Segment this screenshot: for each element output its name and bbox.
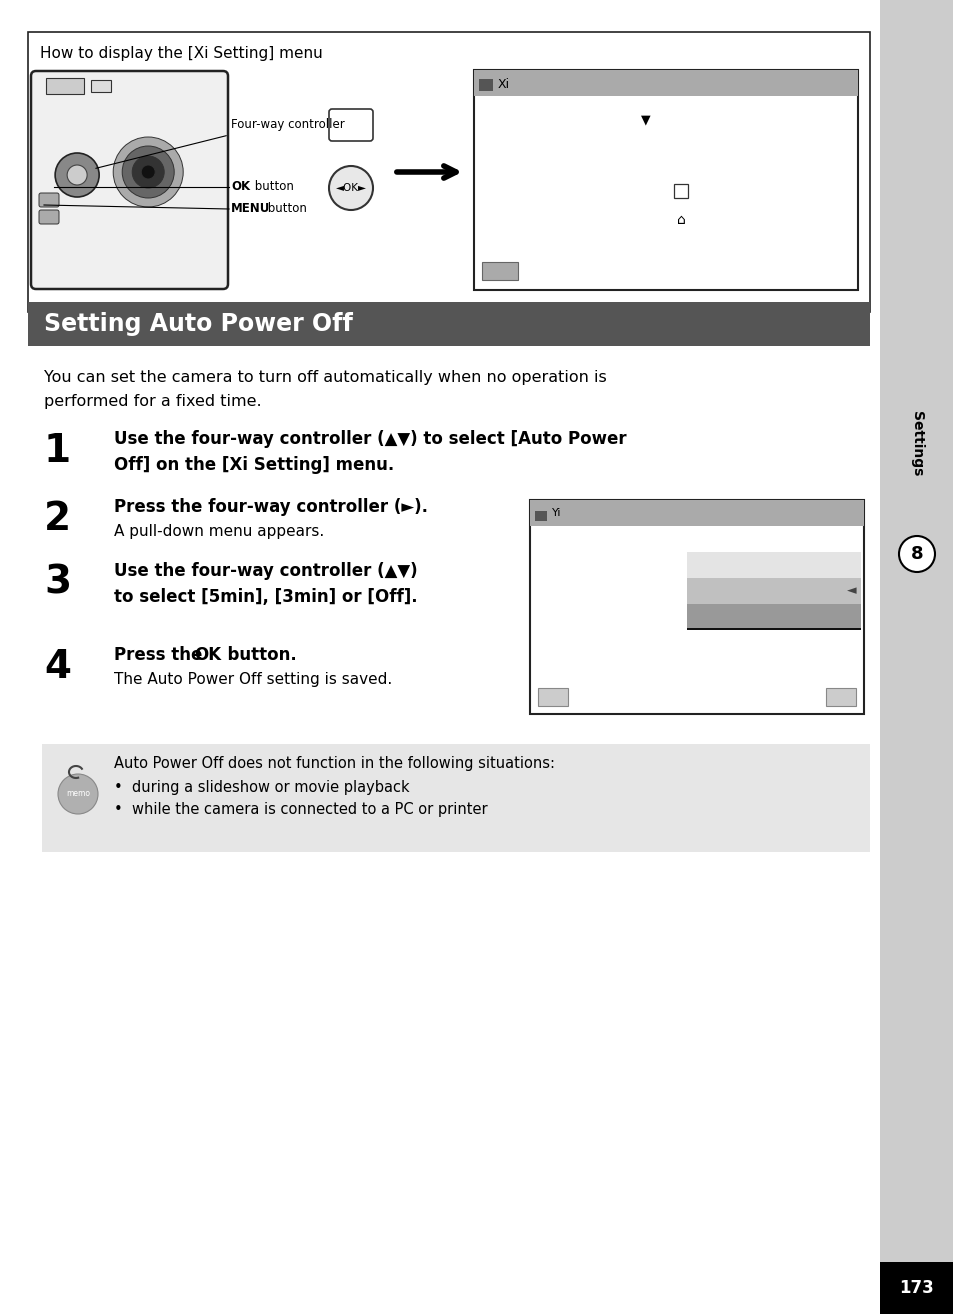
Text: Auto Power Off does not function in the following situations:: Auto Power Off does not function in the … xyxy=(113,756,555,771)
FancyBboxPatch shape xyxy=(39,210,59,223)
FancyBboxPatch shape xyxy=(329,109,373,141)
Text: Off] on the [Xi Setting] menu.: Off] on the [Xi Setting] menu. xyxy=(113,456,394,474)
Bar xyxy=(530,501,863,526)
Bar xyxy=(686,604,860,629)
Bar xyxy=(474,70,857,290)
Bar xyxy=(478,79,493,91)
Text: 3: 3 xyxy=(44,564,71,602)
Circle shape xyxy=(113,137,183,208)
Text: •  while the camera is connected to a PC or printer: • while the camera is connected to a PC … xyxy=(113,802,487,817)
Bar xyxy=(686,578,860,604)
Bar xyxy=(28,302,869,346)
Text: to select [5min], [3min] or [Off].: to select [5min], [3min] or [Off]. xyxy=(113,587,417,606)
Circle shape xyxy=(141,166,155,179)
Bar xyxy=(530,501,863,714)
FancyBboxPatch shape xyxy=(30,71,228,289)
Text: Xi: Xi xyxy=(497,78,510,91)
Text: Four-way controller: Four-way controller xyxy=(231,118,344,131)
Text: ◄: ◄ xyxy=(846,585,856,598)
Text: The Auto Power Off setting is saved.: The Auto Power Off setting is saved. xyxy=(113,671,392,687)
FancyBboxPatch shape xyxy=(39,193,59,208)
Text: 2: 2 xyxy=(44,501,71,537)
Text: performed for a fixed time.: performed for a fixed time. xyxy=(44,394,261,409)
Text: OK: OK xyxy=(231,180,250,193)
Circle shape xyxy=(122,146,174,198)
Circle shape xyxy=(329,166,373,210)
Text: Yi: Yi xyxy=(552,509,561,518)
Circle shape xyxy=(132,156,164,188)
Bar xyxy=(879,1261,953,1314)
Text: ◄OK►: ◄OK► xyxy=(335,183,366,193)
Bar xyxy=(686,628,860,629)
Bar xyxy=(91,80,111,92)
Bar xyxy=(686,552,860,578)
Bar xyxy=(28,32,869,311)
Text: Press the: Press the xyxy=(113,646,208,664)
Bar xyxy=(537,689,567,706)
Text: •  during a slideshow or movie playback: • during a slideshow or movie playback xyxy=(113,781,409,795)
Text: Press the four-way controller (►).: Press the four-way controller (►). xyxy=(113,498,428,516)
Text: ⌂: ⌂ xyxy=(676,213,684,227)
Text: Use the four-way controller (▲▼) to select [Auto Power: Use the four-way controller (▲▼) to sele… xyxy=(113,430,626,448)
Text: memo: memo xyxy=(66,790,90,799)
Text: 173: 173 xyxy=(899,1279,933,1297)
Text: Setting Auto Power Off: Setting Auto Power Off xyxy=(44,311,353,336)
Text: 1: 1 xyxy=(44,432,71,470)
Circle shape xyxy=(55,152,99,197)
Bar xyxy=(825,689,855,706)
Bar xyxy=(42,744,869,851)
Text: How to display the [Xi Setting] menu: How to display the [Xi Setting] menu xyxy=(40,46,322,60)
Text: ▼: ▼ xyxy=(640,113,650,126)
Circle shape xyxy=(67,166,87,185)
Text: 4: 4 xyxy=(44,648,71,686)
Text: button: button xyxy=(251,180,294,193)
Bar xyxy=(535,511,546,520)
Circle shape xyxy=(898,536,934,572)
Text: You can set the camera to turn off automatically when no operation is: You can set the camera to turn off autom… xyxy=(44,371,606,385)
Text: 8: 8 xyxy=(910,545,923,562)
Bar xyxy=(481,261,517,280)
Text: button: button xyxy=(264,202,307,215)
Circle shape xyxy=(58,774,98,813)
Text: Settings: Settings xyxy=(909,411,923,477)
Text: OK: OK xyxy=(193,646,221,664)
Text: A pull-down menu appears.: A pull-down menu appears. xyxy=(113,524,324,539)
Text: button.: button. xyxy=(215,646,296,664)
Bar xyxy=(46,78,84,95)
Bar xyxy=(474,70,857,96)
Bar xyxy=(673,184,687,198)
Bar xyxy=(879,0,953,1314)
Text: MENU: MENU xyxy=(231,202,270,215)
Text: Use the four-way controller (▲▼): Use the four-way controller (▲▼) xyxy=(113,562,417,579)
